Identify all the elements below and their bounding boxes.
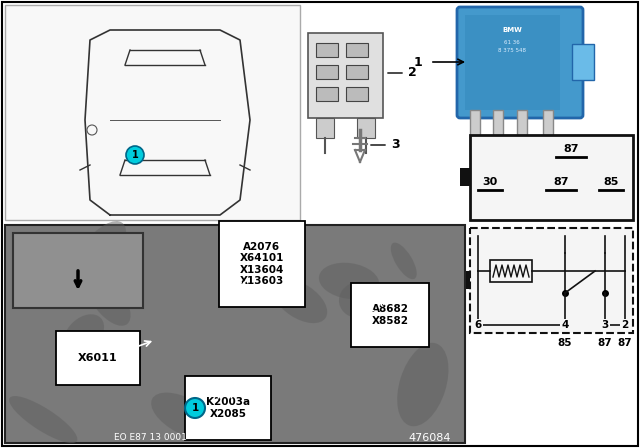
Bar [490, 260, 532, 282]
Text: 3: 3 [602, 320, 609, 330]
Bar [316, 43, 338, 57]
Bar [543, 110, 553, 138]
Ellipse shape [391, 243, 417, 279]
Bar [308, 33, 383, 118]
Text: 87: 87 [598, 338, 612, 348]
Bar [470, 110, 480, 138]
Text: 87: 87 [553, 177, 569, 187]
Text: 6: 6 [474, 320, 482, 330]
Bar [470, 135, 633, 220]
Text: 87: 87 [618, 338, 632, 348]
Text: 3: 3 [391, 138, 399, 151]
Circle shape [126, 146, 144, 164]
Text: 8 375 548: 8 375 548 [498, 47, 526, 52]
Text: 87: 87 [563, 144, 579, 154]
Text: 1: 1 [191, 403, 198, 413]
Bar [470, 228, 633, 333]
Bar [460, 271, 470, 289]
Text: A8682
X8582: A8682 X8582 [371, 304, 408, 326]
Bar [572, 44, 594, 80]
Text: 2: 2 [408, 66, 417, 79]
Text: 61 36: 61 36 [504, 39, 520, 44]
Text: 30: 30 [483, 177, 498, 187]
Ellipse shape [151, 392, 218, 439]
FancyBboxPatch shape [457, 7, 583, 118]
Ellipse shape [273, 279, 327, 323]
Bar [13, 233, 143, 308]
Ellipse shape [86, 274, 131, 326]
Ellipse shape [261, 252, 295, 300]
Ellipse shape [339, 282, 378, 318]
Ellipse shape [9, 396, 77, 443]
Bar [357, 118, 375, 138]
Bar [316, 65, 338, 79]
Text: 85: 85 [604, 177, 619, 187]
Text: 4: 4 [561, 320, 569, 330]
Bar [346, 65, 368, 79]
Text: BMW: BMW [502, 27, 522, 33]
Text: EO E87 13 0001: EO E87 13 0001 [113, 434, 186, 443]
Text: 476084: 476084 [409, 433, 451, 443]
Circle shape [185, 398, 205, 418]
Bar [316, 87, 338, 101]
Bar [493, 110, 503, 138]
Bar [460, 168, 470, 186]
Ellipse shape [266, 246, 294, 294]
Ellipse shape [68, 221, 126, 290]
Bar [517, 110, 527, 138]
Text: 1: 1 [132, 150, 138, 160]
Bar [5, 225, 465, 443]
Ellipse shape [63, 314, 104, 354]
Text: 85: 85 [557, 338, 572, 348]
Ellipse shape [397, 343, 449, 426]
Bar [465, 15, 560, 110]
Text: 2: 2 [621, 320, 628, 330]
Text: A2076
X64101
X13604
X13603: A2076 X64101 X13604 X13603 [240, 241, 284, 286]
Bar [316, 118, 334, 138]
Text: X6011: X6011 [78, 353, 118, 363]
Text: K2003a
X2085: K2003a X2085 [206, 397, 250, 419]
Bar [5, 5, 300, 220]
Text: 1: 1 [413, 56, 422, 69]
Bar [346, 87, 368, 101]
Ellipse shape [319, 263, 380, 299]
Bar [346, 43, 368, 57]
